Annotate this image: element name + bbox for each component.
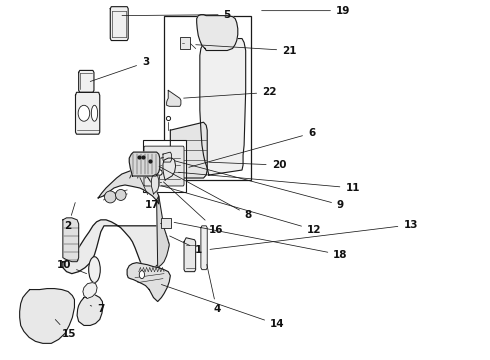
Text: 18: 18 xyxy=(174,222,348,260)
Polygon shape xyxy=(163,158,175,180)
Polygon shape xyxy=(151,174,159,194)
Text: 2: 2 xyxy=(65,203,75,231)
Bar xyxy=(180,37,190,49)
Polygon shape xyxy=(201,226,207,270)
Text: 9: 9 xyxy=(174,161,344,210)
Polygon shape xyxy=(63,220,169,274)
Text: 8: 8 xyxy=(159,166,252,220)
Bar xyxy=(161,218,171,228)
Polygon shape xyxy=(129,152,160,176)
Polygon shape xyxy=(20,289,74,343)
Ellipse shape xyxy=(89,257,100,283)
Text: 16: 16 xyxy=(164,182,223,235)
Polygon shape xyxy=(98,170,159,204)
Polygon shape xyxy=(196,15,238,50)
Polygon shape xyxy=(110,7,128,41)
Text: 20: 20 xyxy=(209,160,286,170)
Text: 13: 13 xyxy=(210,220,418,249)
Polygon shape xyxy=(167,90,181,106)
Text: 17: 17 xyxy=(140,177,160,210)
Text: 19: 19 xyxy=(262,6,350,15)
Text: 5: 5 xyxy=(122,10,231,20)
Polygon shape xyxy=(127,263,171,302)
Ellipse shape xyxy=(141,153,145,161)
Ellipse shape xyxy=(139,271,145,279)
Ellipse shape xyxy=(104,191,116,203)
Polygon shape xyxy=(75,92,100,134)
Polygon shape xyxy=(169,122,207,178)
Ellipse shape xyxy=(116,189,126,201)
Bar xyxy=(143,140,186,192)
Text: 21: 21 xyxy=(196,45,296,55)
Text: 14: 14 xyxy=(161,284,285,329)
Polygon shape xyxy=(157,196,169,268)
Text: 4: 4 xyxy=(207,264,220,315)
Text: 7: 7 xyxy=(90,305,104,315)
Ellipse shape xyxy=(78,105,90,121)
Text: 6: 6 xyxy=(189,128,315,167)
Ellipse shape xyxy=(137,153,141,161)
Text: 11: 11 xyxy=(178,172,360,193)
Polygon shape xyxy=(63,218,79,262)
Bar xyxy=(164,15,251,180)
Polygon shape xyxy=(200,39,245,175)
Text: 10: 10 xyxy=(57,260,87,274)
Text: 3: 3 xyxy=(90,58,149,81)
Text: 1: 1 xyxy=(170,236,202,255)
Polygon shape xyxy=(163,152,172,162)
Polygon shape xyxy=(77,294,103,325)
Text: 22: 22 xyxy=(184,87,277,98)
Polygon shape xyxy=(79,71,94,92)
Text: 15: 15 xyxy=(55,319,76,339)
Ellipse shape xyxy=(91,105,98,121)
Polygon shape xyxy=(184,238,196,272)
Ellipse shape xyxy=(148,157,151,165)
Polygon shape xyxy=(83,283,97,298)
FancyBboxPatch shape xyxy=(144,146,184,186)
Text: 12: 12 xyxy=(161,186,321,235)
